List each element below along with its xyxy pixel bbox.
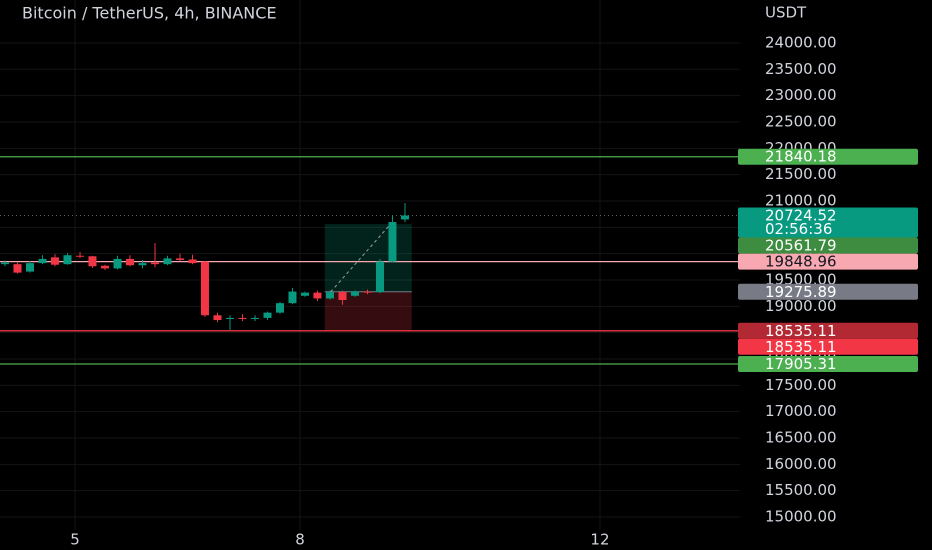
candle-body <box>226 317 235 319</box>
candle-body <box>325 292 334 299</box>
y-tick-label: 17500.00 <box>765 376 837 394</box>
y-tick-label: 16000.00 <box>765 455 837 473</box>
candle-body <box>313 292 322 299</box>
y-tick-label: 15500.00 <box>765 481 837 499</box>
x-tick-label: 8 <box>295 531 305 549</box>
candle-body <box>76 255 85 257</box>
candle-body <box>200 261 209 316</box>
price-label-box <box>738 283 918 300</box>
candle-body <box>163 258 172 265</box>
countdown: 02:56:36 <box>765 220 832 238</box>
candle-body <box>301 292 310 296</box>
candle-body <box>151 262 160 265</box>
candle-body <box>350 291 359 296</box>
y-tick-label: 15000.00 <box>765 507 837 525</box>
price-label-box <box>738 148 918 165</box>
price-label-box <box>738 207 918 238</box>
candle-body <box>263 312 272 318</box>
y-tick-label: 22500.00 <box>765 112 837 130</box>
price-label: 19275.89 <box>765 283 837 301</box>
candle-body <box>113 258 122 269</box>
candle-body <box>1 262 10 265</box>
candle-body <box>250 317 259 319</box>
price-label: 20561.79 <box>765 236 837 254</box>
candle-body <box>363 291 372 293</box>
y-tick-label: 16500.00 <box>765 428 837 446</box>
price-label: 17905.31 <box>765 355 837 373</box>
candle-body <box>288 291 297 304</box>
y-tick-label: 17000.00 <box>765 402 837 420</box>
candle-body <box>338 292 347 300</box>
y-tick-label: 21000.00 <box>765 191 837 209</box>
candle-body <box>275 303 284 313</box>
y-tick-label: 23500.00 <box>765 60 837 78</box>
candle-body <box>188 259 197 264</box>
overlay: 21840.18 20724.5202:56:3620561.7919848.96… <box>738 148 918 373</box>
candle-body <box>138 263 147 266</box>
price-label-box <box>738 338 918 355</box>
candle-body <box>175 258 184 260</box>
profit-zone <box>324 224 412 292</box>
y-axis-label: USDT <box>765 4 807 22</box>
price-label-box <box>738 237 918 254</box>
price-label: 21840.18 <box>765 148 837 166</box>
price-label-box <box>738 322 918 339</box>
y-tick-label: 23000.00 <box>765 86 837 104</box>
candle-body <box>238 317 247 319</box>
x-tick-label: 5 <box>70 531 80 549</box>
loss-zone <box>324 291 412 331</box>
candle-body <box>100 265 109 269</box>
candle-body <box>213 315 222 321</box>
price-label: 19848.96 <box>765 253 837 271</box>
price-label: 20724.52 <box>765 206 837 224</box>
y-tick-label: 19000.00 <box>765 297 837 315</box>
plot: 15000.00 15500.00 16000.00 16500.00 17000.00… <box>0 0 837 549</box>
price-label-box <box>738 355 918 372</box>
price-label-box <box>738 253 918 270</box>
candle-body <box>125 258 134 266</box>
candle-body <box>400 215 409 220</box>
candle-body <box>38 258 47 264</box>
x-tick-label: 12 <box>590 531 609 549</box>
y-tick-label: 24000.00 <box>765 33 837 51</box>
candle-body <box>50 257 59 265</box>
candle-body <box>13 264 22 273</box>
candle-body <box>25 263 34 272</box>
candle-body <box>63 255 72 265</box>
price-label: 18535.11 <box>765 338 837 356</box>
price-label: 18535.11 <box>765 322 837 340</box>
candle-body <box>88 256 97 267</box>
candle-body <box>376 261 385 293</box>
candle-body <box>388 222 397 262</box>
y-tick-label: 21500.00 <box>765 165 837 183</box>
chart-title: Bitcoin / TetherUS, 4h, BINANCE <box>22 4 277 23</box>
